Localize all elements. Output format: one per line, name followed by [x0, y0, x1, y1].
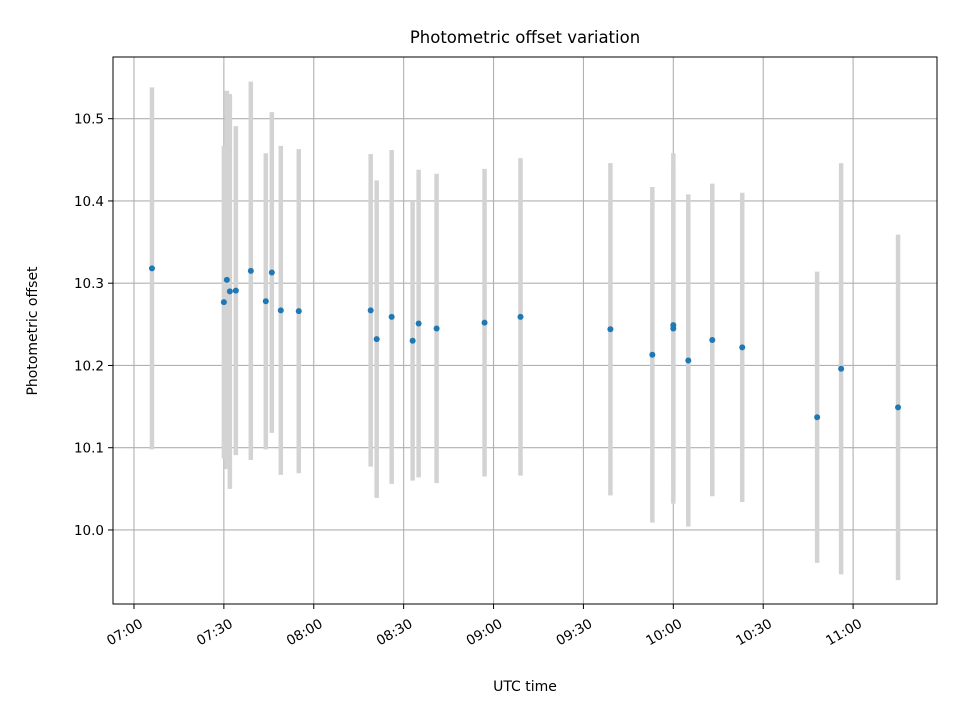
data-point	[388, 313, 395, 320]
y-tick-label: 10.0	[74, 523, 104, 539]
data-point	[517, 313, 524, 320]
data-point	[814, 414, 821, 421]
y-tick-label: 10.2	[74, 358, 104, 374]
y-tick-label: 10.3	[74, 276, 104, 292]
x-axis-label: UTC time	[493, 679, 557, 695]
data-point	[709, 336, 716, 343]
plot-frame	[112, 56, 938, 605]
y-tick-label: 10.4	[74, 194, 104, 210]
data-point	[481, 319, 488, 326]
data-point	[295, 308, 302, 315]
data-point	[649, 351, 656, 358]
data-point	[277, 307, 284, 314]
data-point	[268, 269, 275, 276]
data-point	[223, 276, 230, 283]
data-point	[895, 404, 902, 411]
data-point	[670, 322, 677, 329]
data-point	[367, 307, 374, 314]
data-point	[433, 325, 440, 332]
data-point	[607, 326, 614, 333]
data-point	[232, 287, 239, 294]
data-point	[262, 298, 269, 305]
data-point	[409, 337, 416, 344]
data-point	[838, 365, 845, 372]
data-point	[247, 267, 254, 274]
data-point	[415, 320, 422, 327]
data-point	[148, 265, 155, 272]
data-points	[148, 265, 902, 421]
data-point	[226, 288, 233, 295]
y-axis-label: Photometric offset	[25, 266, 41, 396]
data-point	[220, 299, 227, 306]
chart-title: Photometric offset variation	[410, 28, 640, 47]
data-point	[739, 344, 746, 351]
y-tick-label: 10.1	[74, 441, 104, 457]
data-point	[373, 336, 380, 343]
data-point	[685, 357, 692, 364]
y-tick-label: 10.5	[74, 112, 104, 128]
y-axis-ticks: 10.0 10.1 10.2 10.3 10.4 10.5	[74, 112, 113, 539]
